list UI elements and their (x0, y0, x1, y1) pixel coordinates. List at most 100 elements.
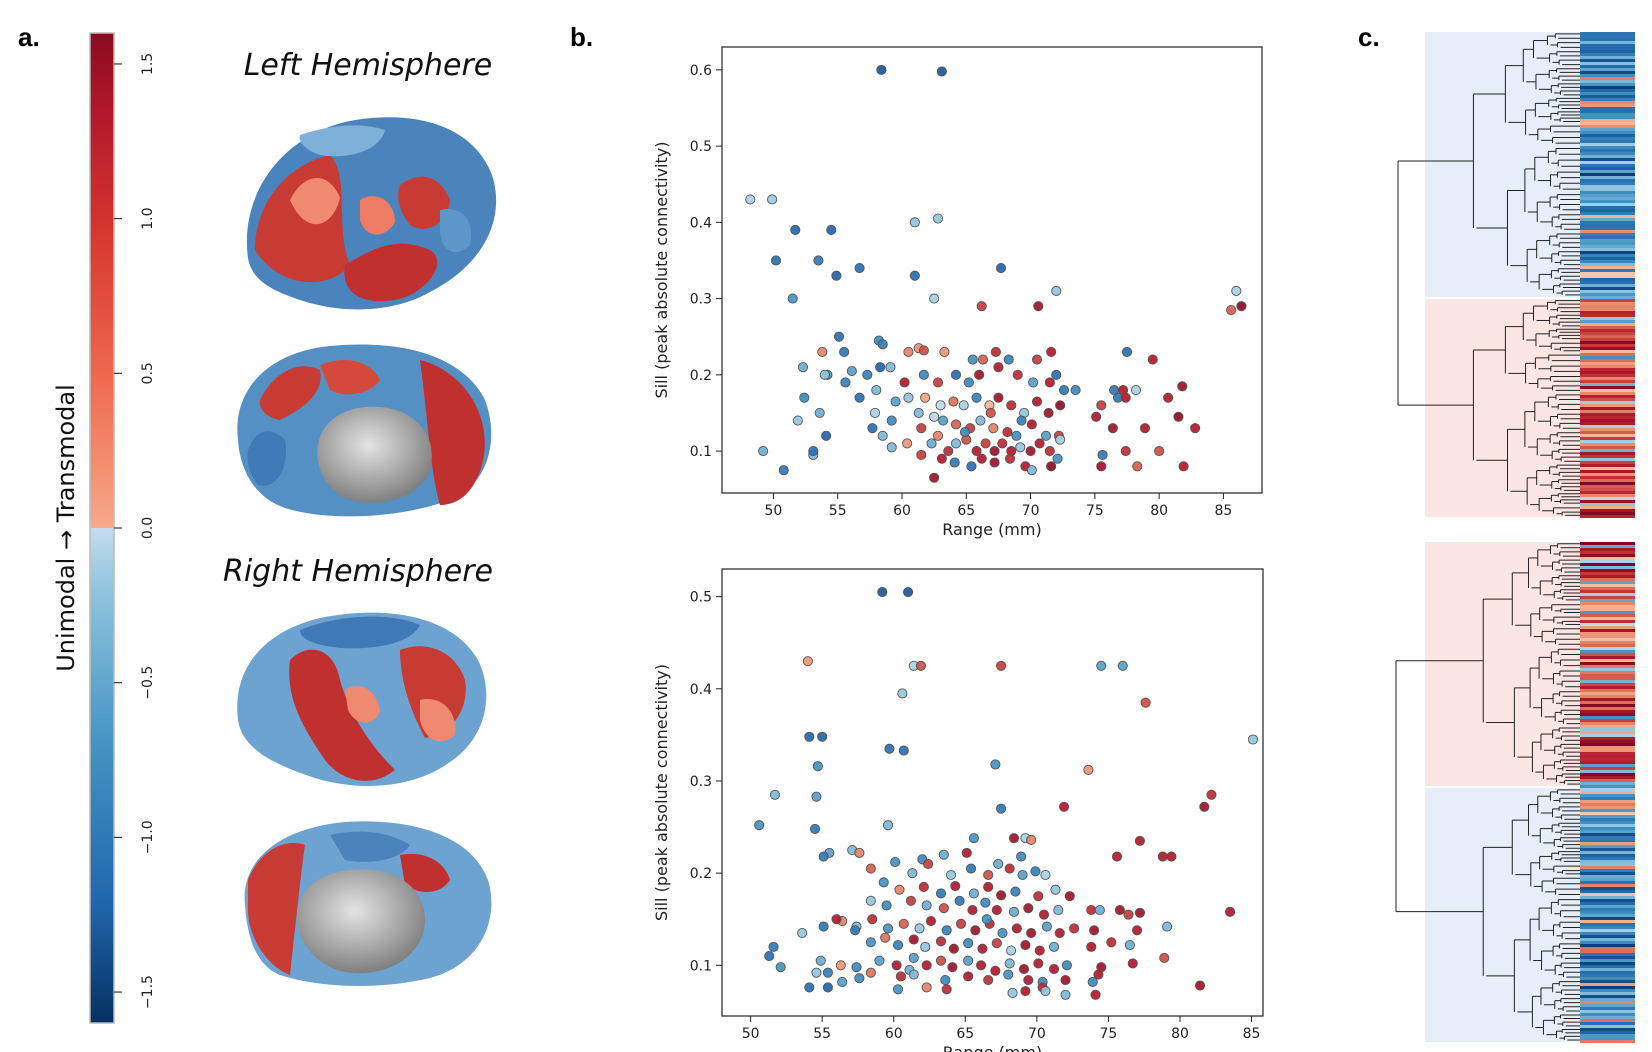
scatter-point (903, 392, 914, 403)
scatter-point (1006, 945, 1017, 956)
strip-cell (1580, 890, 1635, 893)
scatter-point (854, 392, 865, 403)
strip-cell (1580, 566, 1635, 569)
strip-cell (1580, 209, 1635, 212)
strip-cell (1580, 821, 1635, 824)
strip-cell (1580, 161, 1635, 164)
strip-cell (1580, 239, 1635, 242)
strip-cell (1580, 572, 1635, 575)
scatter-point (1194, 980, 1206, 991)
scatter-point (1031, 354, 1043, 365)
strip-cell (1580, 920, 1635, 923)
scatter-point (1166, 851, 1177, 862)
y-tick-label: 0.3 (690, 774, 712, 790)
scatter-point (929, 411, 940, 422)
scatter-point (938, 849, 949, 860)
scatter-point (1043, 407, 1054, 418)
scatter-point (1059, 801, 1070, 812)
strip-cell (1580, 494, 1635, 497)
scatter-point (954, 895, 965, 906)
scatter-point (967, 354, 978, 365)
scatter-point (1120, 446, 1131, 457)
strip-cell (1580, 791, 1635, 794)
strip-cell (1580, 974, 1635, 977)
scatter-point (966, 461, 977, 472)
strip-cell (1580, 989, 1635, 992)
scatter-point (1020, 986, 1031, 997)
scatter-point (1006, 400, 1017, 411)
strip-cell (1580, 1010, 1635, 1013)
strip-cell (1580, 146, 1635, 149)
scatter-point (899, 377, 910, 388)
scatter-point (1199, 801, 1210, 812)
strip-cell (1580, 269, 1635, 272)
scatter-point (1093, 969, 1104, 980)
strip-cell (1580, 605, 1635, 608)
strip-cell (1580, 569, 1635, 572)
strip-cell (1580, 461, 1635, 464)
strip-cell (1580, 887, 1635, 890)
strip-cell (1580, 431, 1635, 434)
x-tick-label: 85 (1215, 503, 1233, 519)
scatter-point (1003, 969, 1014, 980)
scatter-point (959, 426, 971, 438)
scatter-point (938, 415, 949, 426)
strip-cell (1580, 884, 1635, 887)
strip-cell (1580, 278, 1635, 281)
strip-cell (1580, 977, 1635, 980)
x-tick-label: 50 (742, 1026, 760, 1042)
strip-cell (1580, 227, 1635, 230)
scatter-point (1121, 346, 1133, 358)
strip-cell (1580, 731, 1635, 734)
scatter-point (877, 586, 888, 598)
scatter-point (932, 377, 944, 388)
strip-cell (1580, 677, 1635, 680)
strip-cell (1580, 824, 1635, 827)
scatter-point (996, 803, 1007, 814)
scatter-point (745, 194, 756, 205)
strip-cell (1580, 101, 1635, 104)
y-tick-label: 0.5 (690, 139, 712, 155)
scatter-point (921, 900, 932, 911)
scatter-point (886, 415, 897, 426)
strip-cell (1580, 842, 1635, 845)
scatter-point (1231, 285, 1242, 297)
strip-cell (1580, 329, 1635, 332)
strip-cell (1580, 1004, 1635, 1007)
strip-cell (1580, 221, 1635, 224)
scatter-point (1124, 939, 1135, 951)
strip-cell (1580, 671, 1635, 674)
cluster-unimodal-bg-bottom (1425, 788, 1605, 1042)
scatter-point (976, 301, 987, 312)
strip-cell (1580, 584, 1635, 587)
strip-cell (1580, 500, 1635, 503)
strip-cell (1580, 377, 1635, 380)
scatter-point (815, 955, 826, 966)
strip-cell (1580, 836, 1635, 839)
scatter-point (968, 833, 979, 844)
cluster-transmodal-bg-bottom (1425, 542, 1605, 786)
scatter-point (892, 939, 904, 951)
strip-cell (1580, 389, 1635, 392)
scatter-point (775, 962, 786, 973)
strip-cell (1580, 134, 1635, 137)
cluster-unimodal-bg-top (1425, 32, 1605, 297)
scatter-point (935, 936, 947, 947)
brain-left-lateral (246, 117, 497, 310)
strip-cell (1580, 347, 1635, 350)
scatter-point (926, 438, 937, 449)
scatter-point (1097, 449, 1108, 460)
scatter-point (1004, 453, 1016, 464)
brain-right-medial (244, 821, 492, 986)
scatter-point (991, 904, 1002, 916)
strip-cell (1580, 764, 1635, 767)
scatter-point (989, 457, 1000, 468)
scatter-point (797, 362, 809, 373)
strip-cell (1580, 143, 1635, 146)
strip-cell (1580, 803, 1635, 806)
strip-cell (1580, 122, 1635, 125)
scatter-point (990, 965, 1001, 976)
panel-label-a: a. (18, 22, 40, 52)
scatter-point (1140, 697, 1151, 708)
strip-cell (1580, 767, 1635, 770)
